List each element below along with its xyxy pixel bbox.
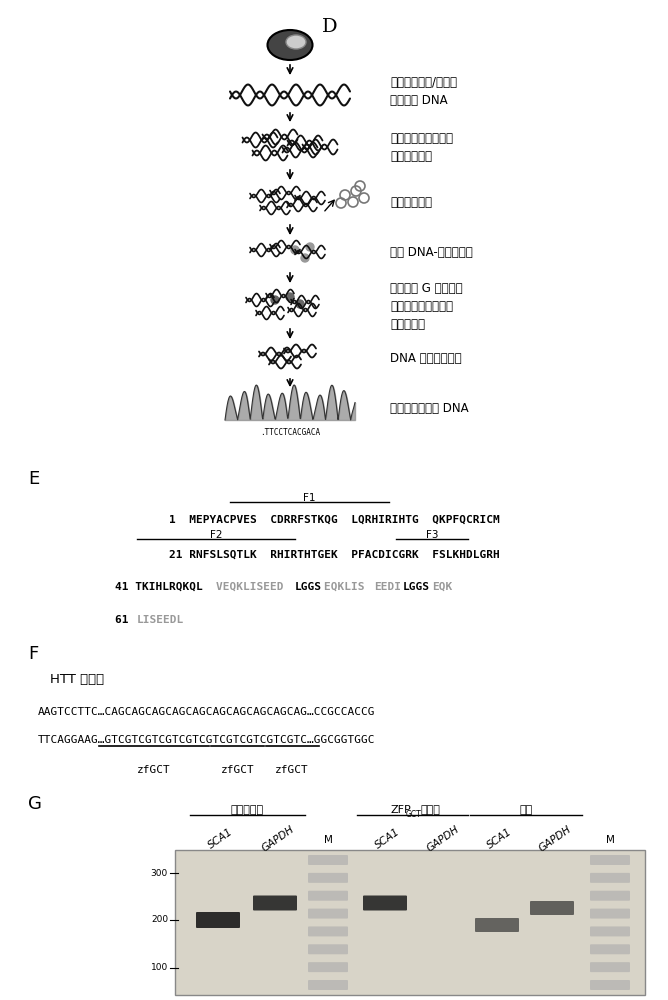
Text: zfGCT: zfGCT <box>275 765 309 775</box>
FancyBboxPatch shape <box>590 926 630 936</box>
Text: 21 RNFSLSQTLK  RHIRTHTGEK  PFACDICGRK  FSLKHDLGRH: 21 RNFSLSQTLK RHIRTHTGEK PFACDICGRK FSLK… <box>168 550 500 560</box>
Text: 纯化锡指蛋白: 纯化锡指蛋白 <box>390 196 432 209</box>
FancyBboxPatch shape <box>308 962 348 972</box>
FancyBboxPatch shape <box>590 855 630 865</box>
FancyBboxPatch shape <box>308 873 348 883</box>
Circle shape <box>286 293 294 301</box>
Text: zfGCT: zfGCT <box>137 765 171 775</box>
Text: F2: F2 <box>210 530 222 540</box>
Text: GCT: GCT <box>405 810 422 819</box>
FancyBboxPatch shape <box>308 891 348 901</box>
Text: 富集前样品: 富集前样品 <box>231 805 264 815</box>
FancyBboxPatch shape <box>590 962 630 972</box>
Text: SCA1: SCA1 <box>373 827 402 851</box>
Text: LGGS: LGGS <box>403 582 430 592</box>
Text: 61: 61 <box>115 615 135 625</box>
Text: M: M <box>323 835 333 845</box>
Text: D: D <box>322 18 338 36</box>
Text: 超声处理得到预定平
均大小的片段: 超声处理得到预定平 均大小的片段 <box>390 132 453 163</box>
Text: 41 TKIHLRQKQL: 41 TKIHLRQKQL <box>115 582 210 592</box>
Text: E: E <box>28 470 39 488</box>
Text: F1: F1 <box>303 493 316 503</box>
Text: LGGS: LGGS <box>295 582 322 592</box>
FancyBboxPatch shape <box>590 909 630 919</box>
Text: 用被蛋白 G 偶联的珠
俧获的特异性抗体进
行免疫沉淠: 用被蛋白 G 偶联的珠 俧获的特异性抗体进 行免疫沉淠 <box>390 282 463 330</box>
FancyBboxPatch shape <box>253 896 297 910</box>
Text: M: M <box>606 835 615 845</box>
Bar <box>175 850 645 995</box>
Text: GAPDH: GAPDH <box>425 824 461 854</box>
FancyBboxPatch shape <box>308 909 348 919</box>
Text: DNA 洗脱和柱纯化: DNA 洗脱和柱纯化 <box>390 352 462 364</box>
FancyBboxPatch shape <box>308 980 348 990</box>
Text: GAPDH: GAPDH <box>260 824 296 854</box>
Text: F3: F3 <box>426 530 438 540</box>
Text: VEQKLISEED: VEQKLISEED <box>216 582 290 592</box>
Text: .TTCCTCACGACA: .TTCCTCACGACA <box>260 428 320 437</box>
Text: TTCAGGAAG…GTCGTCGTCGTCGTCGTCGTCGTCGTCGTC…GGCGGTGGC: TTCAGGAAG…GTCGTCGTCGTCGTCGTCGTCGTCGTCGTC… <box>38 735 375 745</box>
Text: HTT 基因：: HTT 基因： <box>50 673 104 686</box>
Text: zfGCT: zfGCT <box>220 765 254 775</box>
Text: 200: 200 <box>151 916 168 924</box>
Text: GAPDH: GAPDH <box>537 824 573 854</box>
Circle shape <box>291 246 299 254</box>
Text: 100: 100 <box>151 964 168 972</box>
Text: 从培养的细胞/组织提
取基因组 DNA: 从培养的细胞/组织提 取基因组 DNA <box>390 77 457 107</box>
FancyBboxPatch shape <box>363 896 407 910</box>
FancyBboxPatch shape <box>196 912 240 928</box>
Circle shape <box>301 254 309 262</box>
FancyBboxPatch shape <box>530 901 574 915</box>
Text: 富集的: 富集的 <box>420 805 440 815</box>
Text: EQKLIS: EQKLIS <box>324 582 371 592</box>
Circle shape <box>296 300 304 308</box>
FancyBboxPatch shape <box>590 873 630 883</box>
FancyBboxPatch shape <box>590 891 630 901</box>
Text: ZFP: ZFP <box>391 805 411 815</box>
Ellipse shape <box>286 35 306 49</box>
FancyBboxPatch shape <box>308 926 348 936</box>
Text: 1  MEPYACPVES  CDRRFSTKQG  LQRHIRIHTG  QKPFQCRICM: 1 MEPYACPVES CDRRFSTKQG LQRHIRIHTG QKPFQ… <box>168 515 500 525</box>
FancyBboxPatch shape <box>590 980 630 990</box>
Circle shape <box>271 296 279 304</box>
FancyBboxPatch shape <box>308 855 348 865</box>
Text: SCA1: SCA1 <box>486 827 514 851</box>
FancyBboxPatch shape <box>475 918 519 932</box>
Text: G: G <box>28 795 42 813</box>
Text: EEDI: EEDI <box>374 582 401 592</box>
FancyBboxPatch shape <box>590 944 630 954</box>
Text: LISEEDL: LISEEDL <box>136 615 184 625</box>
Circle shape <box>306 243 314 251</box>
FancyBboxPatch shape <box>308 944 348 954</box>
Text: 上清: 上清 <box>520 805 532 815</box>
Text: EQK: EQK <box>432 582 452 592</box>
Text: SCA1: SCA1 <box>206 827 235 851</box>
Text: 体外 DNA-蛋白质结合: 体外 DNA-蛋白质结合 <box>390 245 473 258</box>
Text: 测序分析富集的 DNA: 测序分析富集的 DNA <box>390 401 469 414</box>
Ellipse shape <box>267 30 313 60</box>
Text: 300: 300 <box>151 868 168 878</box>
Text: AAGTCCTTC…CAGCAGCAGCAGCAGCAGCAGCAGCAGCAG…CCGCCACCG: AAGTCCTTC…CAGCAGCAGCAGCAGCAGCAGCAGCAGCAG… <box>38 707 375 717</box>
Text: F: F <box>28 645 38 663</box>
